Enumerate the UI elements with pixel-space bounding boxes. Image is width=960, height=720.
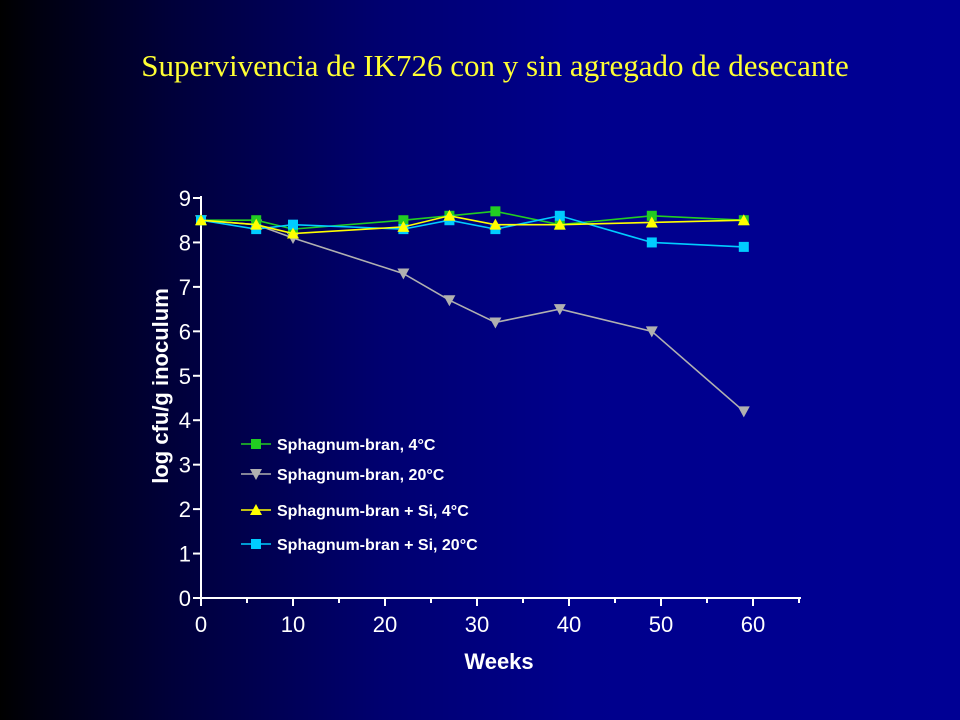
data-point xyxy=(489,218,502,230)
y-tick-label: 8 xyxy=(179,230,191,255)
slide-title: Supervivencia de IK726 con y sin agregad… xyxy=(141,48,849,83)
y-tick-label: 4 xyxy=(179,408,191,433)
legend-item: Sphagnum-bran + Si, 4°C xyxy=(241,503,469,520)
y-tick-label: 2 xyxy=(179,497,191,522)
legend-item: Sphagnum-bran, 4°C xyxy=(241,437,436,454)
legend-label: Sphagnum-bran, 4°C xyxy=(277,437,436,454)
legend: Sphagnum-bran, 4°C Sphagnum-bran, 20°C Sph… xyxy=(241,437,478,554)
x-tick-label: 40 xyxy=(557,612,581,637)
legend-marker xyxy=(250,504,262,515)
x-axis-title: Weeks xyxy=(464,649,533,674)
x-tick-label: 10 xyxy=(281,612,305,637)
legend-label: Sphagnum-bran + Si, 20°C xyxy=(277,537,478,554)
y-tick-label: 6 xyxy=(179,319,191,344)
y-tick-label: 5 xyxy=(179,364,191,389)
x-tick-label: 30 xyxy=(465,612,489,637)
legend-marker xyxy=(251,439,261,449)
data-point xyxy=(646,237,657,248)
data-point xyxy=(554,210,565,221)
data-point xyxy=(737,406,750,418)
data-point xyxy=(397,220,410,232)
data-point xyxy=(397,268,410,280)
axes: 0 1 2 3 4 5 6 7 8 9 0 10 20 30 40 50 60 xyxy=(179,186,801,637)
legend-marker xyxy=(251,539,261,549)
y-tick-label: 3 xyxy=(179,453,191,478)
data-point xyxy=(398,215,409,226)
data-point xyxy=(195,214,207,226)
series-line xyxy=(200,219,745,412)
series-layer xyxy=(195,206,750,418)
y-tick-label: 1 xyxy=(179,542,191,567)
x-tick-label: 50 xyxy=(649,612,673,637)
data-point xyxy=(287,227,299,239)
data-point xyxy=(489,317,502,329)
data-point xyxy=(553,304,566,316)
legend-label: Sphagnum-bran, 20°C xyxy=(277,467,445,484)
data-point xyxy=(250,218,263,230)
data-point xyxy=(646,210,657,221)
data-point xyxy=(288,219,298,230)
series-2 xyxy=(195,215,750,418)
data-point xyxy=(553,218,566,230)
data-point xyxy=(443,295,456,307)
data-point xyxy=(737,214,750,226)
legend-label: Sphagnum-bran + Si, 4°C xyxy=(277,503,469,520)
y-axis-title: log cfu/g inoculum xyxy=(148,288,173,484)
legend-item: Sphagnum-bran, 20°C xyxy=(241,467,445,484)
legend-marker xyxy=(250,469,262,480)
y-tick-label: 7 xyxy=(179,275,191,300)
y-tick-label: 0 xyxy=(179,586,191,611)
legend-item: Sphagnum-bran + Si, 20°C xyxy=(241,537,478,554)
x-tick-label: 0 xyxy=(195,612,207,637)
data-point xyxy=(645,326,658,338)
x-tick-label: 60 xyxy=(741,612,765,637)
y-tick-label: 9 xyxy=(179,186,191,211)
data-point xyxy=(490,206,501,217)
data-point xyxy=(738,241,749,252)
data-point xyxy=(645,216,658,228)
x-tick-label: 20 xyxy=(373,612,397,637)
series-3 xyxy=(195,209,750,239)
data-point xyxy=(443,209,456,221)
